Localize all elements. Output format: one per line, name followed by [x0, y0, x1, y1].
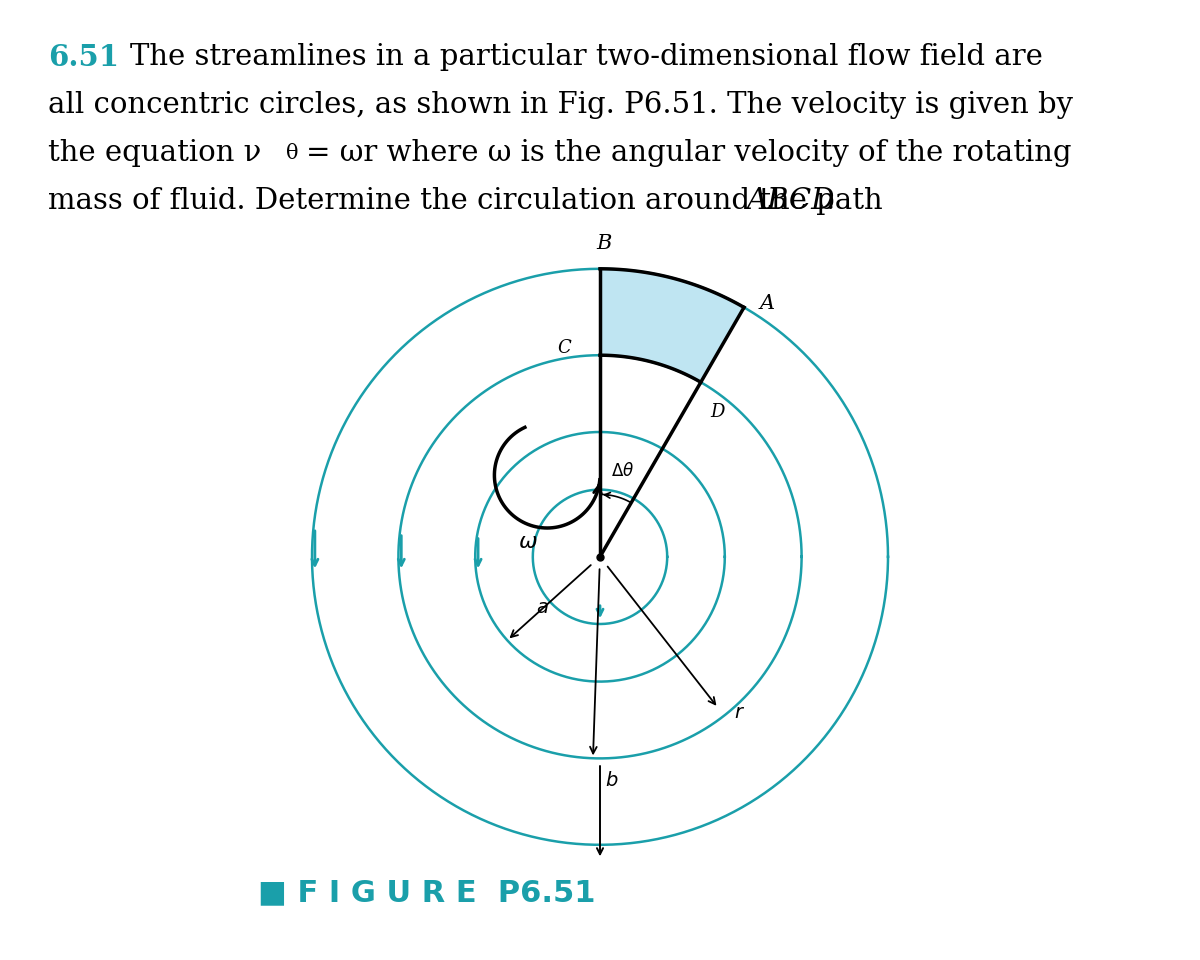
Text: = ωr where ω is the angular velocity of the rotating: = ωr where ω is the angular velocity of … [306, 139, 1072, 167]
Text: .: . [826, 187, 835, 215]
Text: C: C [558, 339, 571, 356]
Text: r: r [734, 704, 743, 722]
Text: a: a [536, 598, 548, 617]
Text: ABCD: ABCD [746, 187, 835, 215]
Text: D: D [710, 403, 725, 421]
Text: the equation ν: the equation ν [48, 139, 262, 167]
Text: mass of fluid. Determine the circulation around the path: mass of fluid. Determine the circulation… [48, 187, 892, 215]
Text: $\Delta\theta$: $\Delta\theta$ [611, 463, 635, 481]
Text: b: b [605, 771, 618, 790]
Text: 6.51: 6.51 [48, 43, 119, 72]
Text: ■ F I G U R E  P6.51: ■ F I G U R E P6.51 [258, 878, 595, 907]
Text: The streamlines in a particular two-dimensional flow field are: The streamlines in a particular two-dime… [130, 43, 1043, 71]
Text: $\omega$: $\omega$ [518, 533, 538, 552]
Polygon shape [600, 269, 744, 382]
Text: B: B [596, 234, 612, 253]
Text: θ: θ [286, 144, 298, 163]
Text: A: A [760, 294, 774, 313]
Text: all concentric circles, as shown in Fig. P6.51. The velocity is given by: all concentric circles, as shown in Fig.… [48, 91, 1073, 119]
